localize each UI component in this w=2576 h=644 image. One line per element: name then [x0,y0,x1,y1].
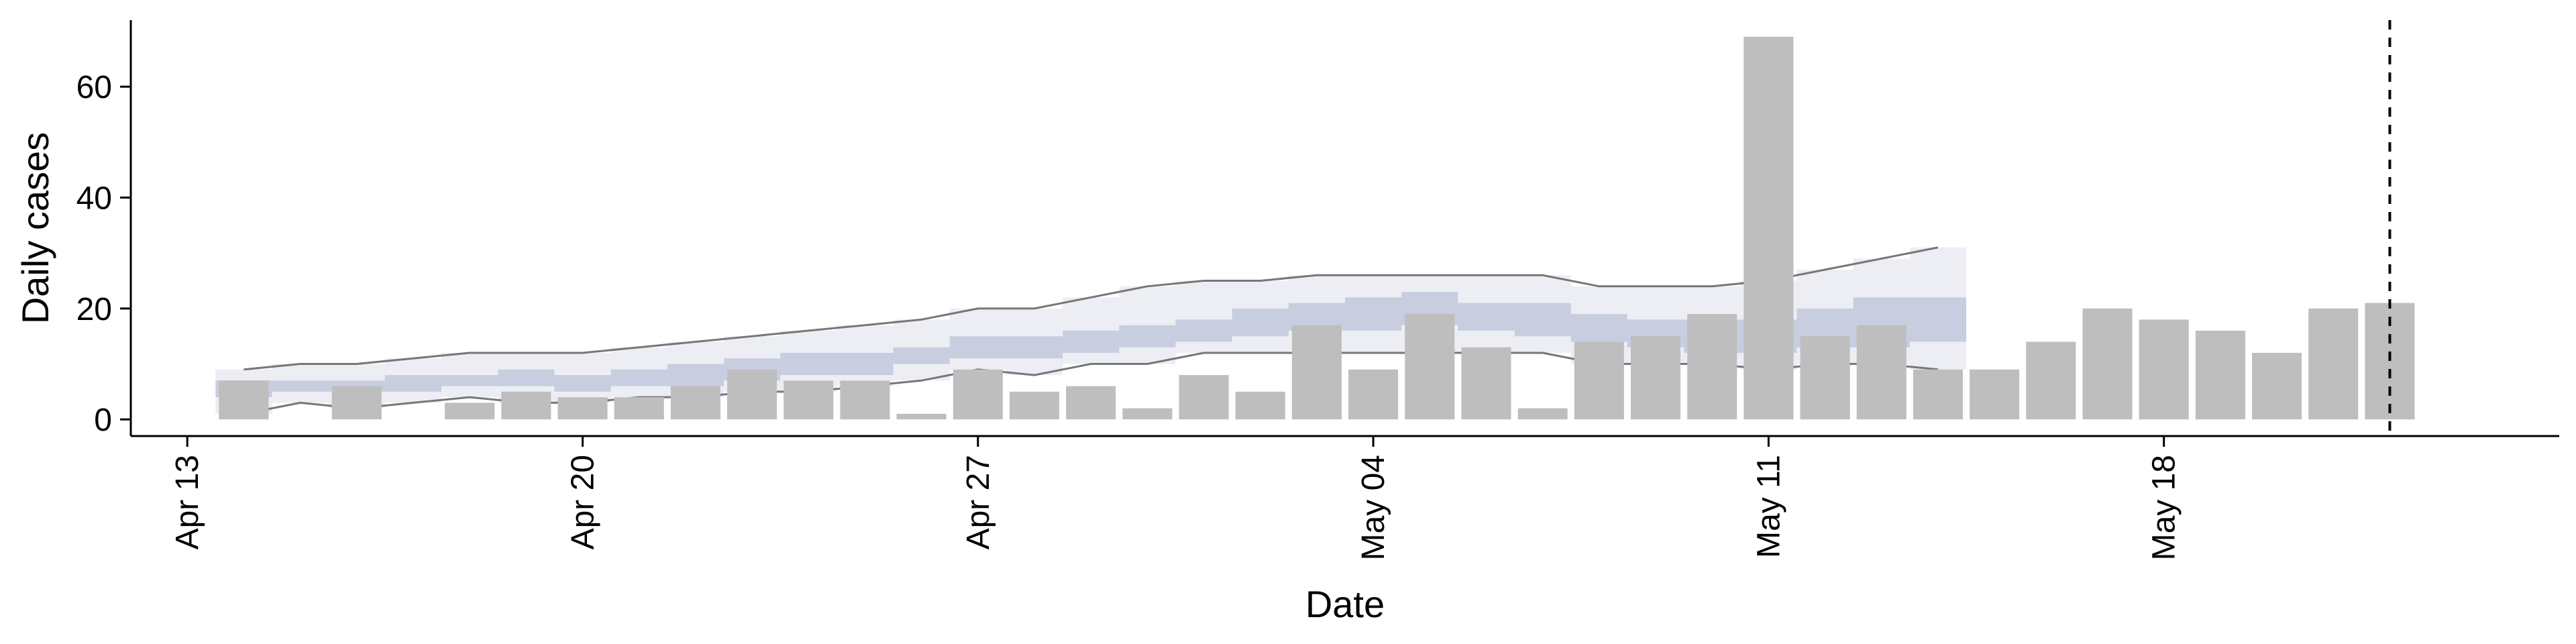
bar-2020-05-17 [2082,308,2133,420]
bar-2020-05-06 [1461,347,1511,420]
bar-2020-04-28 [1009,391,1060,420]
bar-2020-04-30 [1122,408,1173,420]
bar-2020-05-01 [1179,375,1229,420]
bar-2020-04-27 [953,369,1003,420]
bar-2020-04-23 [727,369,777,420]
bar-2020-04-14 [219,380,269,420]
bar-2020-04-16 [331,386,382,420]
bar-2020-04-26 [896,413,947,420]
x-tick-label-2020-05-18: May 18 [2147,455,2182,560]
x-tick-label-2020-05-11: May 11 [1751,455,1786,558]
bar-2020-05-02 [1235,391,1285,420]
y-tick-label-20: 20 [76,292,112,327]
bar-2020-05-04 [1348,369,1399,420]
band-90-interval [215,247,1966,414]
bar-2020-05-16 [2026,341,2076,420]
bar-2020-05-11 [1743,36,1794,420]
bar-2020-05-18 [2139,319,2189,420]
bar-2020-04-24 [784,380,834,420]
bar-2020-05-14 [1913,369,1963,420]
bar-series [219,36,2415,420]
bar-2020-05-03 [1291,325,1342,420]
x-tick-label-2020-04-20: Apr 20 [565,455,600,549]
bar-2020-05-13 [1856,325,1907,420]
y-axis-title: Daily cases [14,132,56,324]
band-50-interval [215,292,1966,398]
x-axis-title: Date [1305,583,1385,625]
bar-2020-04-18 [445,402,495,420]
y-tick-label-60: 60 [76,70,112,105]
bar-2020-05-05 [1405,314,1455,420]
bar-2020-05-19 [2195,330,2245,420]
bar-2020-05-10 [1687,314,1737,420]
bar-2020-05-08 [1574,341,1624,420]
bar-2020-05-09 [1630,336,1681,420]
y-tick-label-0: 0 [94,402,112,438]
bar-2020-05-07 [1517,408,1568,420]
bar-2020-04-22 [670,386,720,420]
bar-2020-04-20 [557,397,608,420]
y-tick-label-40: 40 [76,181,112,217]
axes: 0 20 40 60 Apr 13 Apr 20 Apr 27 May 04 May 11 May… [76,20,2559,560]
x-tick-label-2020-05-04: May 04 [1356,455,1391,560]
x-tick-label-2020-04-13: Apr 13 [170,455,205,549]
bar-2020-05-15 [1970,369,2020,420]
bar-2020-04-21 [614,397,664,420]
bar-2020-05-12 [1800,336,1850,420]
x-tick-label-2020-04-27: Apr 27 [961,455,996,549]
band-upper-line [244,246,1939,371]
bar-2020-05-20 [2252,353,2302,420]
bar-2020-04-29 [1066,386,1116,420]
bar-2020-05-21 [2308,308,2359,420]
bar-2020-04-19 [501,391,551,420]
bar-2020-04-25 [840,380,890,420]
